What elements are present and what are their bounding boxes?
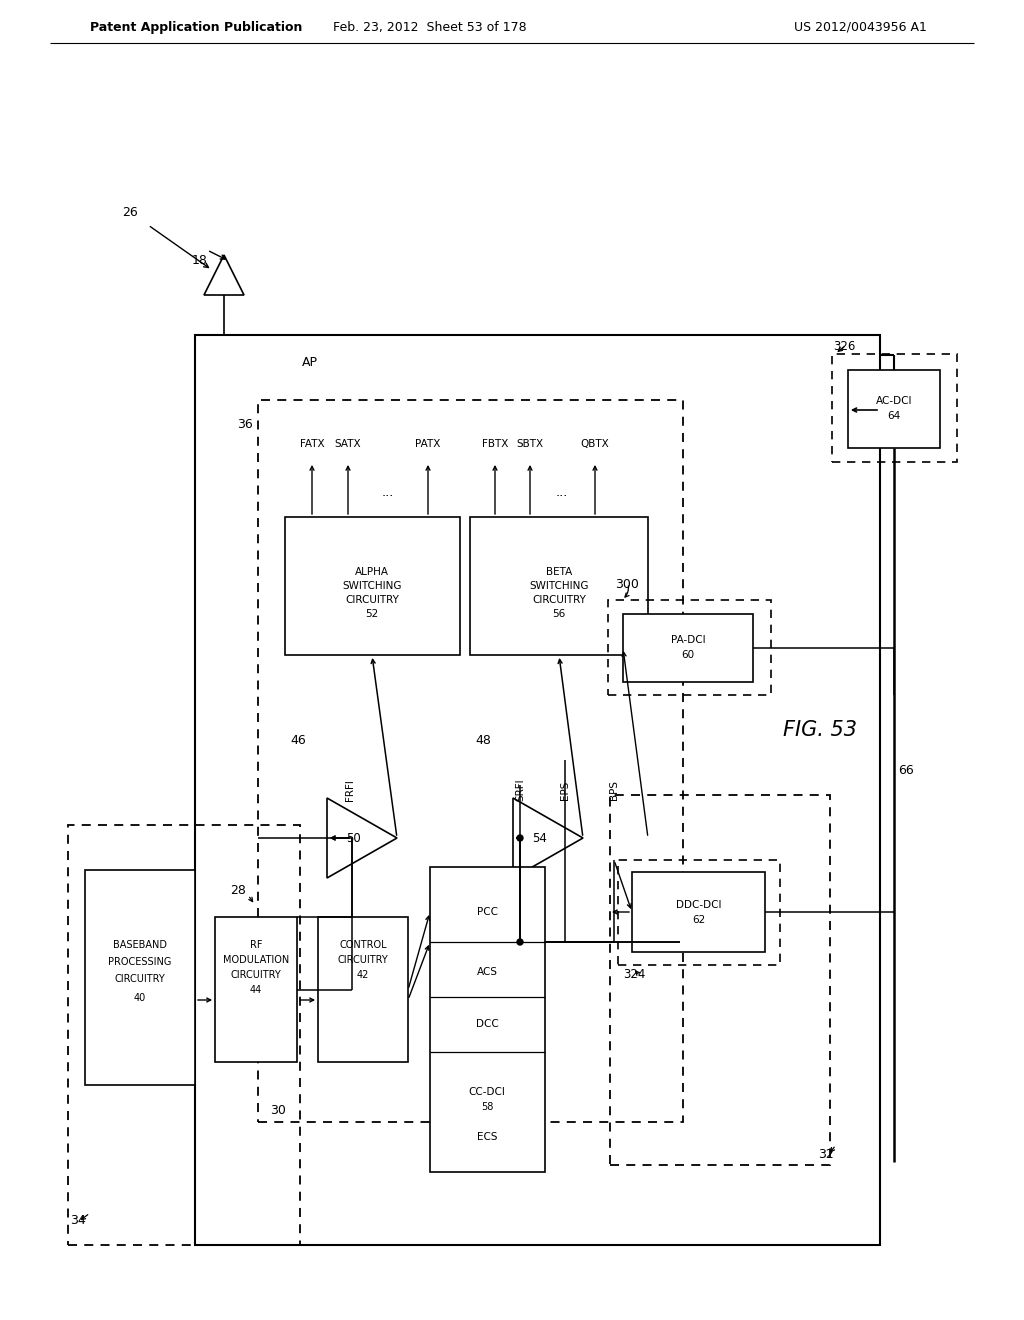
Text: AC-DCI: AC-DCI [876,396,912,407]
Text: 50: 50 [346,832,360,845]
Text: 34: 34 [70,1213,86,1226]
Text: FBTX: FBTX [482,440,508,449]
Bar [610,795,830,1166]
Bar [85,870,195,1085]
Bar [195,335,880,1245]
Text: 40: 40 [134,993,146,1003]
Text: CIRCUITRY: CIRCUITRY [230,970,282,979]
Text: 58: 58 [481,1102,494,1111]
Text: 52: 52 [366,609,379,619]
Bar [285,517,460,655]
Text: SWITCHING: SWITCHING [342,581,401,591]
Text: 26: 26 [122,206,138,219]
Text: 300: 300 [615,578,639,591]
Text: BPS: BPS [609,780,618,800]
Text: CIRCUITRY: CIRCUITRY [345,595,399,605]
Text: 66: 66 [898,763,913,776]
Text: 30: 30 [270,1104,286,1117]
Bar [215,917,297,1063]
Bar [848,370,940,447]
Text: DCC: DCC [475,1019,499,1030]
Text: 32: 32 [818,1148,834,1162]
Text: CONTROL: CONTROL [339,940,387,950]
Text: ...: ... [556,486,568,499]
Text: SATX: SATX [335,440,361,449]
Text: 36: 36 [238,418,253,432]
Text: 48: 48 [475,734,490,747]
Text: QBTX: QBTX [581,440,609,449]
Text: Feb. 23, 2012  Sheet 53 of 178: Feb. 23, 2012 Sheet 53 of 178 [333,21,526,33]
Text: ...: ... [382,486,394,499]
Text: BETA: BETA [546,568,572,577]
Text: 42: 42 [356,970,370,979]
Text: BASEBAND: BASEBAND [113,940,167,950]
Text: ACS: ACS [476,968,498,977]
Text: SRFI: SRFI [515,779,525,801]
Text: EPS: EPS [560,780,570,800]
Text: 44: 44 [250,985,262,995]
Bar [470,517,648,655]
Circle shape [517,939,523,945]
Text: AP: AP [302,355,318,368]
Bar [318,917,408,1063]
Text: DDC-DCI: DDC-DCI [676,900,722,909]
Bar [831,354,957,462]
Text: CC-DCI: CC-DCI [469,1086,506,1097]
Text: 28: 28 [230,883,246,896]
Text: 62: 62 [692,915,706,925]
Text: 54: 54 [531,832,547,845]
Text: CIRCUITRY: CIRCUITRY [532,595,586,605]
Text: RF: RF [250,940,262,950]
Bar [608,601,771,696]
Bar [68,825,300,1245]
Text: 18: 18 [193,253,208,267]
Text: ECS: ECS [477,1133,498,1142]
Bar [623,614,753,682]
Text: FRFI: FRFI [345,779,355,801]
Text: 60: 60 [681,649,694,660]
Text: PROCESSING: PROCESSING [109,957,172,968]
Text: US 2012/0043956 A1: US 2012/0043956 A1 [794,21,927,33]
Text: 64: 64 [888,411,901,421]
Text: PATX: PATX [416,440,440,449]
Bar [632,873,765,952]
Bar [618,861,780,965]
Text: 46: 46 [290,734,306,747]
Text: 326: 326 [833,339,855,352]
Bar [430,867,545,1172]
Text: 56: 56 [552,609,565,619]
Text: MODULATION: MODULATION [223,954,289,965]
Text: SWITCHING: SWITCHING [529,581,589,591]
Text: FIG. 53: FIG. 53 [783,719,857,741]
Circle shape [517,836,523,841]
Text: SBTX: SBTX [516,440,544,449]
Text: PA-DCI: PA-DCI [671,635,706,645]
Text: CIRCUITRY: CIRCUITRY [115,974,165,983]
Text: CIRCUITRY: CIRCUITRY [338,954,388,965]
Bar [258,400,683,1122]
Text: ALPHA: ALPHA [355,568,389,577]
Text: FATX: FATX [300,440,325,449]
Text: Patent Application Publication: Patent Application Publication [90,21,302,33]
Text: 324: 324 [623,969,645,982]
Text: PCC: PCC [476,907,498,917]
